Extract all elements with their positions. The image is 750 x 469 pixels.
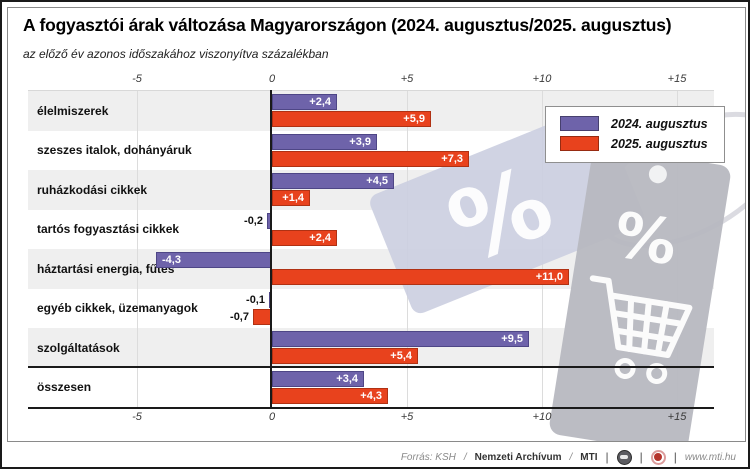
value-label: -0,2 [244, 214, 263, 227]
bottom-axis-line [28, 407, 714, 409]
value-label: +4,5 [366, 175, 388, 187]
bar-2025: +2,4 [272, 229, 337, 246]
mti-logo-icon [650, 449, 666, 465]
gridline [137, 91, 138, 407]
category-label: ruházkodási cikkek [37, 182, 148, 197]
x-tick-label: -5 [132, 73, 142, 85]
value-label: +5,4 [390, 350, 412, 362]
x-tick-label: +5 [400, 73, 414, 85]
bar-2025: +11,0 [272, 269, 569, 285]
x-tick-label: 0 [268, 411, 276, 423]
category-label: egyéb cikkek, üzemanyagok [37, 301, 198, 316]
value-label: +2,4 [309, 231, 331, 244]
value-label: +2,4 [309, 96, 331, 108]
source-prefix: Forrás: KSH [400, 451, 456, 463]
chart-row: egyéb cikkek, üzemanyagok -0,1 -0,7 [28, 289, 714, 329]
x-axis-ticks-top: -5 0 +5 +10 +15 [28, 73, 714, 89]
bar-2024: +9,5 [272, 331, 529, 347]
value-label: +3,9 [349, 135, 371, 148]
source-separator: / [463, 451, 467, 463]
footer-url: www.mti.hu [684, 451, 736, 463]
chart-row: ruházkodási cikkek +4,5 +1,4 [28, 170, 714, 210]
bar-2025: +5,9 [272, 111, 431, 127]
source-separator: / [569, 451, 573, 463]
x-tick-label: 0 [268, 73, 276, 85]
legend-label-2024: 2024. augusztus [611, 116, 708, 131]
chart-row: tartós fogyasztási cikkek -0,2 +2,4 [28, 210, 714, 250]
legend-item-2025: 2025. augusztus [560, 136, 724, 151]
chart-row: háztartási energia, fűtés -4,3 +11,0 [28, 249, 714, 289]
value-label: +5,9 [403, 113, 425, 125]
source-archive: Nemzeti Archívum [474, 451, 562, 463]
x-tick-label: +10 [532, 411, 552, 423]
category-label: élelmiszerek [37, 103, 109, 118]
value-label: +3,4 [336, 372, 358, 385]
zero-axis-line [270, 90, 272, 409]
x-axis-ticks-bottom: -5 0 +5 +10 +15 [28, 411, 714, 427]
page-title: A fogyasztói árak változása Magyarország… [23, 15, 672, 35]
legend-swatch-2025 [560, 136, 599, 151]
footer-divider: | [639, 450, 643, 464]
footer-bar: Forrás: KSH / Nemzeti Archívum / MTI | |… [7, 445, 746, 467]
bar-2025: +7,3 [272, 150, 469, 167]
bar-2024: +2,4 [272, 94, 337, 110]
category-label: összesen [37, 380, 92, 395]
bar-2024: +3,9 [272, 133, 377, 150]
value-label: -0,1 [246, 293, 265, 306]
source-mti: MTI [580, 451, 598, 463]
x-tick-label: +15 [667, 411, 687, 423]
x-tick-label: +15 [667, 73, 687, 85]
value-label: -0,7 [230, 310, 249, 323]
legend-item-2024: 2024. augusztus [560, 116, 724, 131]
footer-divider: | [673, 450, 677, 464]
value-label: +1,4 [282, 192, 304, 204]
bar-2025: +4,3 [272, 387, 388, 404]
x-tick-label: -5 [132, 411, 142, 423]
category-label: szolgáltatások [37, 340, 120, 355]
footer-divider: | [605, 450, 609, 464]
page-subtitle: az előző év azonos időszakához viszonyít… [23, 47, 329, 61]
legend-label-2025: 2025. augusztus [611, 136, 708, 151]
chart-top-hairline [28, 90, 714, 91]
bar-2024: +4,5 [272, 173, 394, 189]
category-label: tartós fogyasztási cikkek [37, 222, 180, 237]
chart-row: szolgáltatások +9,5 +5,4 [28, 328, 714, 368]
value-label: +7,3 [441, 152, 463, 165]
x-tick-label: +5 [400, 411, 414, 423]
value-label: +4,3 [360, 389, 382, 402]
bar-2025: +1,4 [272, 190, 310, 206]
category-label: szeszes italok, dohányáruk [37, 143, 192, 158]
value-label: -4,3 [162, 254, 181, 266]
value-label: +9,5 [501, 333, 523, 345]
x-tick-label: +10 [532, 73, 552, 85]
value-label: +11,0 [535, 271, 563, 283]
chart-legend: 2024. augusztus 2025. augusztus [545, 106, 725, 163]
bar-2025: +5,4 [272, 348, 418, 364]
chart-row: összesen +3,4 +4,3 [28, 368, 714, 408]
legend-swatch-2024 [560, 116, 599, 131]
bar-2024: -4,3 [156, 252, 272, 268]
category-label: háztartási energia, fűtés [37, 261, 175, 276]
mtva-logo-icon [616, 449, 632, 465]
total-separator-line [28, 366, 714, 368]
bar-2024: +3,4 [272, 370, 364, 387]
